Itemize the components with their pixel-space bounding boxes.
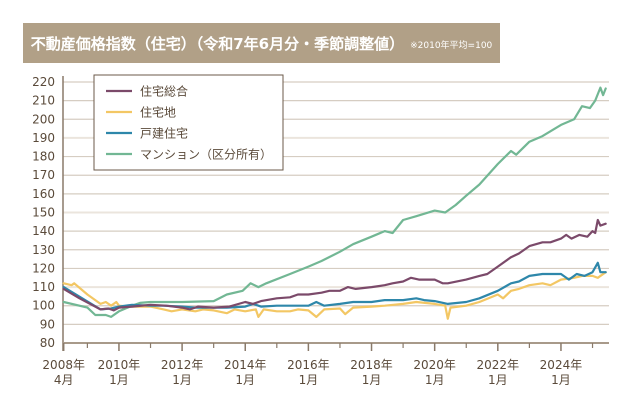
y-tick-label: 210: [32, 94, 55, 108]
y-tick-label: 90: [40, 317, 55, 331]
y-tick-label: 130: [32, 243, 55, 257]
series-line-0: [62, 218, 607, 312]
y-tick-label: 100: [32, 299, 55, 313]
y-axis: 220 210 200 190 180 170 160 150 140 130 120 110 100 9…: [32, 75, 64, 351]
series-lines: [62, 86, 607, 320]
x-tick-label-month: 4月: [54, 373, 74, 387]
y-tick-label: 80: [40, 336, 55, 350]
x-tick-label-month: 1月: [425, 373, 445, 387]
y-tick-label: 160: [32, 187, 55, 201]
chart-title: 不動産価格指数（住宅）（令和7年6月分・季節調整値）: [30, 34, 405, 53]
y-tick-label: 150: [32, 206, 55, 220]
y-tick-label: 110: [32, 280, 55, 294]
x-tick-label-month: 1月: [235, 373, 255, 387]
legend-label: 住宅総合: [140, 84, 188, 99]
x-tick-label-month: 1月: [362, 373, 382, 387]
x-tick-label-year: 2010年: [98, 358, 141, 372]
legend-label: 住宅地: [140, 105, 176, 120]
x-tick-label-month: 1月: [488, 373, 508, 387]
y-tick-label: 200: [32, 112, 55, 126]
chart-title-bar: 不動産価格指数（住宅）（令和7年6月分・季節調整値） ※2010年平均=100: [23, 23, 500, 63]
x-tick-label-year: 2014年: [224, 358, 267, 372]
x-tick-label-year: 2016年: [287, 358, 330, 372]
y-tick-label: 180: [32, 150, 55, 164]
y-tick-label: 220: [32, 75, 55, 89]
x-tick-label-year: 2012年: [161, 358, 204, 372]
y-tick-label: 190: [32, 131, 55, 145]
x-tick-label-year: 2024年: [540, 358, 583, 372]
x-tick-label-month: 1月: [299, 373, 319, 387]
x-tick-label-month: 1月: [172, 373, 192, 387]
x-tick-label-month: 1月: [109, 373, 129, 387]
legend-label: マンション（区分所有）: [140, 148, 272, 162]
x-tick-label-month: 1月: [551, 373, 571, 387]
x-tick-label-year: 2020年: [413, 358, 456, 372]
x-tick-label-year: 2008年: [42, 358, 85, 372]
legend-label: 戸建住宅: [140, 126, 188, 141]
y-tick-label: 120: [32, 261, 55, 275]
x-axis: 2008年4月2010年1月2012年1月2014年1月2016年1月2018年…: [42, 342, 609, 387]
series-line-3: [62, 86, 607, 318]
series-line-2: [62, 261, 607, 311]
y-tick-label: 170: [32, 168, 55, 182]
y-tick-label: 140: [32, 224, 55, 238]
x-tick-label-year: 2018年: [350, 358, 393, 372]
x-tick-label-year: 2022年: [477, 358, 520, 372]
chart-note: ※2010年平均=100: [410, 41, 493, 51]
